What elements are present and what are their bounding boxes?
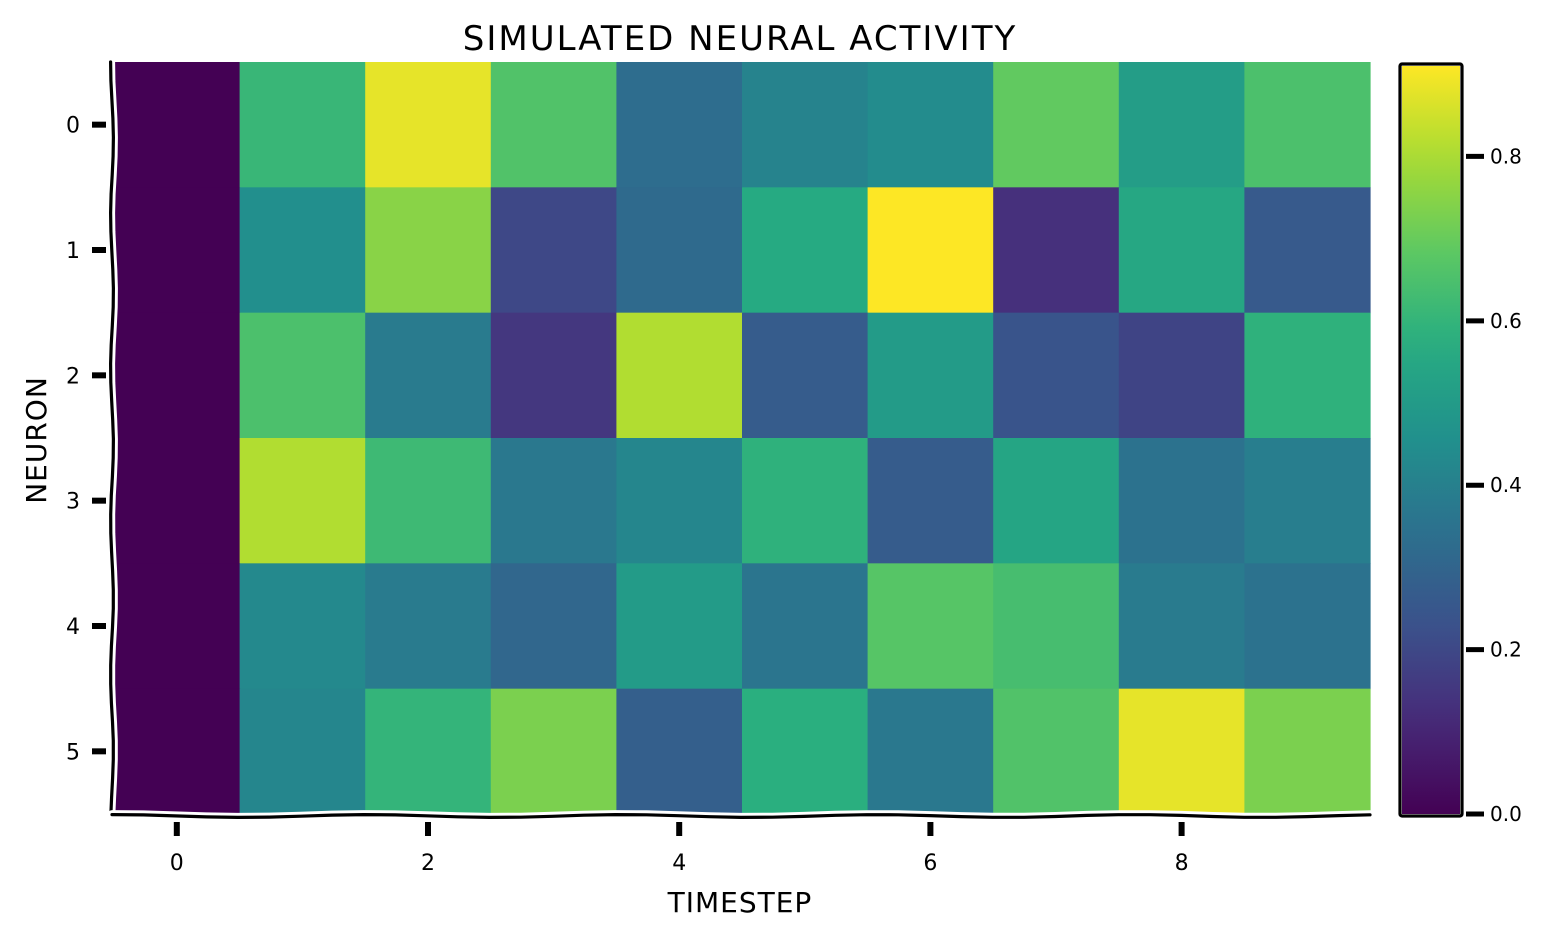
heatmap-cell	[867, 563, 994, 690]
y-tick-label: 1	[66, 239, 80, 264]
heatmap-cell	[239, 688, 366, 815]
heatmap-cell	[742, 688, 869, 815]
heatmap-cell	[1118, 312, 1245, 439]
heatmap-cell	[114, 187, 241, 314]
x-tick-label: 4	[672, 851, 686, 876]
heatmap-cell	[1118, 187, 1245, 314]
colorbar-tick-label: 0.4	[1490, 473, 1522, 497]
heatmap-cell	[239, 62, 366, 188]
heatmap-cell	[1118, 62, 1245, 188]
y-tick-label: 4	[66, 615, 80, 640]
heatmap-cell	[993, 563, 1120, 690]
heatmap-cell	[867, 187, 994, 314]
heatmap-cell	[616, 312, 743, 439]
colorbar-frame	[1398, 62, 1464, 818]
x-tick-label: 0	[170, 851, 184, 876]
heatmap-cell	[1244, 62, 1371, 188]
heatmap-cell	[490, 312, 617, 439]
heatmap-cell	[490, 563, 617, 690]
heatmap-cell	[239, 187, 366, 314]
heatmap-cell	[742, 563, 869, 690]
heatmap-cell	[616, 688, 743, 815]
heatmap-cell	[490, 187, 617, 314]
heatmap-cell	[490, 688, 617, 815]
heatmap-cell	[616, 563, 743, 690]
y-tick-label: 3	[66, 490, 80, 515]
heatmap-cell	[867, 62, 994, 188]
heatmap-cell	[1118, 438, 1245, 564]
heatmap-cell	[867, 688, 994, 815]
heatmap-cells	[114, 62, 1371, 815]
heatmap-cell	[1244, 438, 1371, 564]
heatmap-cell	[867, 438, 994, 564]
heatmap-cell	[1244, 563, 1371, 690]
y-axis-label: NEURON	[20, 376, 53, 504]
plot-frame	[106, 57, 1375, 822]
heatmap-cell	[867, 312, 994, 439]
y-tick-label: 5	[66, 740, 80, 765]
heatmap-cell	[1118, 563, 1245, 690]
heatmap-cell	[993, 62, 1120, 188]
heatmap-cell	[993, 688, 1120, 815]
heatmap-cell	[490, 438, 617, 564]
heatmap-cell	[239, 438, 366, 564]
heatmap-cell	[365, 187, 492, 314]
heatmap-cell	[1244, 688, 1371, 815]
heatmap-cell	[365, 563, 492, 690]
colorbar-tick-label: 0.6	[1490, 309, 1522, 333]
frame-left	[108, 60, 116, 818]
colorbar-tick-label: 0.0	[1490, 802, 1522, 826]
y-ticks: 0 1 2 3 4 5	[66, 114, 106, 765]
heatmap-cell	[114, 312, 241, 439]
heatmap-cell	[365, 688, 492, 815]
y-tick-label: 2	[66, 364, 80, 389]
heatmap-cell	[365, 62, 492, 188]
heatmap-cell	[239, 563, 366, 690]
heatmap-cell	[616, 438, 743, 564]
heatmap-cell	[490, 62, 617, 188]
heatmap-cell	[1244, 312, 1371, 439]
heatmap-cell	[114, 563, 241, 690]
heatmap-cell	[742, 312, 869, 439]
heatmap-cell	[993, 187, 1120, 314]
heatmap-cell	[365, 312, 492, 439]
heatmap-cell	[114, 438, 241, 564]
colorbar-gradient	[1402, 66, 1460, 814]
x-tick-label: 2	[421, 851, 435, 876]
x-tick-label: 8	[1175, 851, 1189, 876]
heatmap-cell	[1244, 187, 1371, 314]
colorbar: 0.0 0.2 0.4 0.6 0.8	[1398, 62, 1522, 826]
frame-bottom	[110, 812, 1372, 820]
heatmap-cell	[114, 62, 241, 188]
colorbar-tick-label: 0.2	[1490, 638, 1522, 662]
x-tick-label: 6	[923, 851, 937, 876]
x-ticks: 0 2 4 6 8	[170, 822, 1189, 876]
heatmap-cell	[616, 62, 743, 188]
heatmap-cell	[742, 187, 869, 314]
heatmap-cell	[616, 187, 743, 314]
heatmap-cell	[742, 62, 869, 188]
y-tick-label: 0	[66, 114, 80, 139]
heatmap-cell	[742, 438, 869, 564]
heatmap-cell	[114, 688, 241, 815]
heatmap-cell	[1118, 688, 1245, 815]
colorbar-tick-label: 0.8	[1490, 144, 1522, 168]
heatmap-cell	[365, 438, 492, 564]
chart-title: SIMULATED NEURAL ACTIVITY	[463, 19, 1018, 59]
heatmap-cell	[993, 438, 1120, 564]
heatmap-cell	[239, 312, 366, 439]
x-axis-label: TIMESTEP	[667, 886, 813, 919]
heatmap-cell	[993, 312, 1120, 439]
